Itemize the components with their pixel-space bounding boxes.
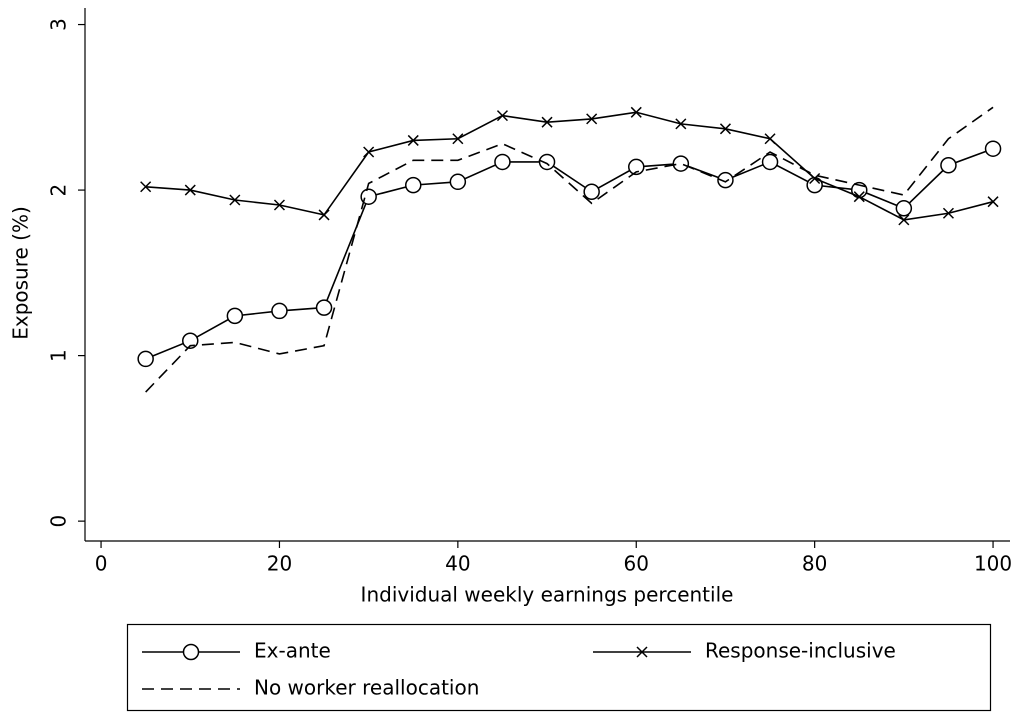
x-tick-label: 40 [445, 552, 470, 576]
point-marker [675, 118, 687, 130]
point-marker [984, 140, 1002, 157]
point-marker [137, 350, 154, 368]
series-line [145, 111, 994, 221]
point-marker [273, 199, 285, 211]
point-marker [407, 134, 419, 146]
point-marker [494, 153, 511, 171]
y-tick-label: 2 [47, 184, 71, 197]
point-marker [496, 110, 508, 122]
point-marker [452, 133, 464, 145]
point-marker [630, 106, 642, 118]
point-marker [898, 214, 910, 226]
legend-marker [636, 646, 648, 658]
point-marker [583, 183, 600, 200]
point-marker [940, 157, 957, 174]
x-tick-label: 20 [267, 552, 292, 576]
legend-label: Ex-ante [254, 639, 331, 663]
x-tick-label: 100 [974, 552, 1012, 576]
point-marker [538, 153, 556, 171]
series-line [145, 106, 994, 393]
point-marker [853, 191, 865, 203]
point-marker [360, 188, 377, 205]
point-marker [942, 207, 954, 219]
point-marker [541, 116, 553, 128]
legend-label: Response-inclusive [705, 639, 896, 663]
y-axis-label: Exposure (%) [9, 206, 33, 340]
y-tick-label: 0 [47, 515, 71, 528]
point-marker [140, 181, 152, 193]
point-marker [182, 332, 199, 349]
point-marker [628, 158, 645, 176]
x-tick-label: 0 [95, 552, 108, 576]
point-marker [318, 209, 330, 221]
point-marker [586, 113, 598, 125]
point-marker [271, 302, 288, 320]
point-marker [895, 200, 913, 217]
point-marker [405, 176, 422, 194]
point-marker [226, 307, 244, 325]
point-marker [229, 194, 241, 206]
point-marker [717, 171, 734, 189]
point-marker [764, 133, 776, 145]
x-tick-label: 80 [802, 552, 827, 576]
legend-label: No worker reallocation [254, 676, 479, 700]
x-tick-label: 60 [624, 552, 649, 576]
point-marker [719, 123, 731, 135]
point-marker [363, 146, 375, 158]
point-marker [184, 184, 196, 196]
legend-box [126, 623, 992, 712]
y-tick-label: 1 [47, 349, 71, 362]
point-marker [315, 299, 333, 316]
point-marker [761, 153, 779, 171]
x-axis-label: Individual weekly earnings percentile [361, 583, 734, 607]
point-marker [449, 173, 467, 191]
point-marker [672, 155, 690, 172]
point-marker [987, 196, 999, 208]
y-tick-label: 3 [47, 18, 71, 31]
legend-marker [182, 643, 200, 661]
